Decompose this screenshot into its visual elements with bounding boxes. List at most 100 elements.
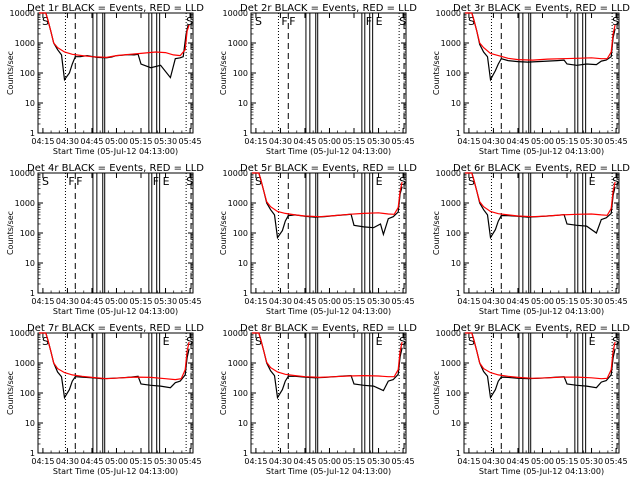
flag-label: F [366,15,372,28]
x-tick-label: 05:15 [342,297,365,306]
detector-panel: Det 9r BLACK = Events, RED = LLD 1 10 100 10… [432,323,630,476]
detector-panel: Det 6r BLACK = Events, RED = LLD 1 10 100 10… [432,163,630,316]
y-tick-label: 1000 [228,39,248,48]
lld-series-line [465,172,616,218]
x-tick-label: 05:00 [531,297,554,306]
x-tick-label: 05:00 [318,457,341,466]
detector-panel: Det 2r BLACK = Events, RED = LLD 1 10 100 10… [219,3,417,156]
x-tick-label: 05:00 [105,457,128,466]
x-tick-label: 05:30 [154,137,177,146]
lld-series-line [465,332,616,380]
flag-label: E [163,175,170,188]
x-tick-label: 04:30 [269,297,292,306]
plot-frame [250,332,407,454]
flag-label: S [42,335,49,348]
x-tick-label: 04:30 [482,137,505,146]
y-tick-label: 10 [238,259,248,268]
y-axis-label: Counts/sec [219,211,228,255]
y-tick-label: 10 [451,99,461,108]
detector-panel: Det 7r BLACK = Events, RED = LLD 1 10 100 10… [6,323,204,476]
flag-label: E [163,335,170,348]
y-tick-label: 10000 [223,169,248,178]
x-tick-label: 05:45 [179,457,202,466]
flag-label: S [399,335,406,348]
panel-title: Det 2r BLACK = Events, RED = LLD [240,3,417,14]
x-tick-label: 04:15 [244,137,267,146]
x-tick-label: 05:45 [605,457,628,466]
detector-panel: Det 3r BLACK = Events, RED = LLD 1 10 100 10… [432,3,630,156]
lld-series-line [39,12,190,59]
y-tick-label: 100 [233,229,248,238]
x-tick-label: 04:15 [31,137,54,146]
y-axis-label: Counts/sec [219,371,228,415]
x-tick-label: 05:45 [605,297,628,306]
x-tick-label: 05:30 [580,137,603,146]
x-tick-label: 05:00 [318,297,341,306]
y-tick-label: 1 [30,289,35,298]
x-axis-label: Start Time (05-Jul-12 04:13:00) [479,147,604,156]
plot-frame [463,12,620,134]
x-tick-label: 05:30 [367,137,390,146]
plot-frame [37,172,194,294]
y-tick-label: 10000 [10,169,35,178]
panel-title: Det 9r BLACK = Events, RED = LLD [453,323,630,334]
y-tick-label: 10 [25,259,35,268]
panel-title: Det 6r BLACK = Events, RED = LLD [453,163,630,174]
x-tick-label: 05:30 [580,297,603,306]
x-tick-label: 05:30 [154,457,177,466]
x-tick-label: 04:45 [80,137,103,146]
x-tick-label: 05:45 [179,297,202,306]
lld-series-line [252,172,403,218]
x-tick-label: 04:45 [293,297,316,306]
plot-frame [250,12,407,134]
y-tick-label: 1000 [228,199,248,208]
y-tick-label: 1 [30,129,35,138]
plot-frame [37,12,194,134]
x-tick-label: 05:45 [392,297,415,306]
y-axis-label: Counts/sec [432,211,441,255]
y-tick-label: 1 [243,129,248,138]
x-axis-label: Start Time (05-Jul-12 04:13:00) [479,467,604,476]
plot-frame [463,332,620,454]
y-tick-label: 1000 [15,199,35,208]
x-axis-label: Start Time (05-Jul-12 04:13:00) [479,307,604,316]
flag-label: S [468,335,475,348]
y-tick-label: 100 [20,229,35,238]
detector-panel: Det 8r BLACK = Events, RED = LLD 1 10 100 10… [219,323,417,476]
flag-label: F [76,175,82,188]
x-tick-label: 05:15 [129,457,152,466]
flag-label: S [612,175,619,188]
y-tick-label: 100 [20,389,35,398]
x-tick-label: 04:45 [80,297,103,306]
flag-label: S [468,175,475,188]
x-tick-label: 04:45 [506,457,529,466]
y-tick-label: 10000 [10,9,35,18]
lld-series-line [39,332,190,381]
y-tick-label: 1000 [15,359,35,368]
y-tick-label: 1000 [441,39,461,48]
y-axis-label: Counts/sec [432,51,441,95]
x-tick-label: 04:30 [482,297,505,306]
y-axis-label: Counts/sec [6,51,15,95]
flag-label: S [612,15,619,28]
x-axis-label: Start Time (05-Jul-12 04:13:00) [266,307,391,316]
y-tick-label: 10000 [223,329,248,338]
flag-label: E [376,335,383,348]
x-tick-label: 05:45 [605,137,628,146]
flag-label: E [376,15,383,28]
events-series-line [252,332,403,400]
flag-label: S [399,175,406,188]
flag-label: S [399,15,406,28]
x-tick-label: 04:45 [293,457,316,466]
x-tick-label: 04:45 [506,297,529,306]
x-tick-label: 05:15 [342,137,365,146]
y-tick-label: 1 [456,289,461,298]
x-tick-label: 04:15 [31,457,54,466]
y-tick-label: 10000 [223,9,248,18]
y-tick-label: 10000 [436,329,461,338]
y-tick-label: 1 [456,449,461,458]
y-axis-label: Counts/sec [432,371,441,415]
x-tick-label: 04:30 [269,137,292,146]
flag-label: S [468,15,475,28]
y-tick-label: 100 [446,69,461,78]
